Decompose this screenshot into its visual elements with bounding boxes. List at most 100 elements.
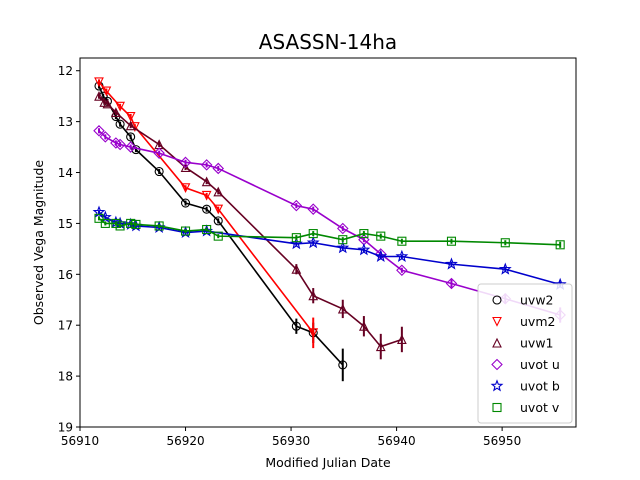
- data-point: [498, 262, 512, 275]
- data-point: [99, 131, 112, 143]
- data-point: [376, 231, 386, 241]
- data-point: [308, 229, 318, 239]
- chart-title: ASASSN-14ha: [259, 30, 397, 54]
- y-tick-label: 19: [58, 421, 73, 435]
- data-point: [306, 235, 320, 249]
- y-tick-label: 13: [58, 115, 73, 129]
- data-point: [94, 77, 104, 88]
- data-point: [202, 204, 212, 214]
- legend-marker: [491, 358, 503, 371]
- legend-marker: [490, 379, 504, 392]
- x-tick-label: 56930: [272, 434, 310, 448]
- x-tick-label: 56940: [378, 434, 416, 448]
- data-point: [213, 231, 223, 241]
- legend-entry: uvm2: [492, 314, 555, 329]
- data-point: [201, 176, 212, 187]
- data-point: [154, 221, 164, 231]
- axes: 56910 56920 56930 56940 56950 12 13 14 15 16 17 18 1…: [58, 64, 522, 448]
- series-line-uvw1: [98, 95, 403, 348]
- data-point: [555, 240, 565, 250]
- data-point: [359, 229, 369, 239]
- data-point: [213, 216, 223, 226]
- data-point: [94, 90, 104, 101]
- x-tick-label: 56910: [61, 434, 99, 448]
- legend-marker: [492, 402, 502, 413]
- data-point: [291, 321, 301, 331]
- data-point: [180, 162, 191, 172]
- data-point: [115, 101, 125, 112]
- data-point: [374, 249, 388, 262]
- data-point: [115, 119, 125, 129]
- data-point: [180, 226, 191, 236]
- data-point: [397, 236, 407, 246]
- data-point: [445, 277, 458, 290]
- data-point: [213, 186, 224, 197]
- data-point: [308, 328, 319, 339]
- data-point: [395, 249, 409, 262]
- data-point: [114, 138, 126, 151]
- legend-entry: uvot b: [490, 379, 560, 394]
- legend: uvw2 uvm2 uvw1 uvot u uvot b uvot v: [477, 283, 573, 424]
- y-tick-label: 15: [58, 217, 73, 231]
- y-tick-label: 16: [58, 268, 73, 282]
- data-point: [100, 218, 110, 228]
- data-point: [125, 120, 136, 131]
- data-point: [201, 190, 212, 201]
- y-axis-label: Observed Vega Magnitude: [31, 160, 46, 325]
- data-point: [153, 147, 165, 159]
- data-point: [308, 290, 319, 301]
- x-tick-label: 56950: [483, 434, 521, 448]
- data-point: [396, 334, 407, 345]
- data-point: [125, 111, 136, 122]
- x-tick-label: 56920: [166, 434, 204, 448]
- data-point: [212, 162, 225, 175]
- data-point: [94, 213, 104, 223]
- data-point: [291, 263, 302, 274]
- data-point: [213, 204, 224, 215]
- data-point: [154, 166, 164, 177]
- data-point: [357, 243, 371, 256]
- data-point: [336, 241, 350, 254]
- legend-label: uvot v: [520, 400, 560, 415]
- data-point: [358, 320, 369, 331]
- data-point: [115, 221, 125, 231]
- legend-label: uvw2: [520, 293, 554, 308]
- legend-label: uvw1: [520, 336, 554, 351]
- plot-frame: [79, 57, 577, 428]
- data-point: [126, 132, 136, 142]
- legend-label: uvot u: [520, 357, 560, 372]
- data-point: [375, 341, 386, 352]
- series-line-uvot-b: [98, 211, 561, 286]
- legend-label: uvot b: [520, 379, 560, 394]
- data-point: [180, 183, 191, 194]
- data-point: [291, 233, 301, 243]
- data-point: [200, 159, 213, 171]
- data-point: [500, 238, 510, 248]
- legend-entry: uvot v: [492, 400, 560, 415]
- legend-marker: [492, 295, 502, 305]
- legend-label: uvm2: [520, 314, 555, 329]
- data-point: [396, 264, 408, 277]
- legend-marker: [492, 337, 502, 348]
- data-point: [131, 219, 141, 229]
- data-point: [102, 98, 113, 109]
- data-point: [179, 156, 192, 169]
- data-point: [110, 137, 122, 149]
- data-point: [338, 235, 348, 245]
- data-point: [126, 218, 136, 228]
- data-point: [338, 360, 348, 370]
- legend-entry: uvw2: [492, 293, 554, 308]
- data-point: [336, 222, 349, 235]
- series-uvot-v: [94, 213, 565, 250]
- legend-marker: [492, 316, 502, 327]
- x-axis-label: Modified Julian Date: [265, 455, 391, 470]
- data-point: [290, 199, 303, 212]
- series-uvm2: [94, 77, 319, 349]
- legend-entry: uvw1: [492, 336, 554, 351]
- data-point: [124, 141, 137, 153]
- y-tick-label: 17: [58, 319, 73, 333]
- y-tick-label: 12: [58, 64, 73, 78]
- legend-box: [477, 283, 573, 424]
- y-tick-label: 14: [58, 166, 73, 180]
